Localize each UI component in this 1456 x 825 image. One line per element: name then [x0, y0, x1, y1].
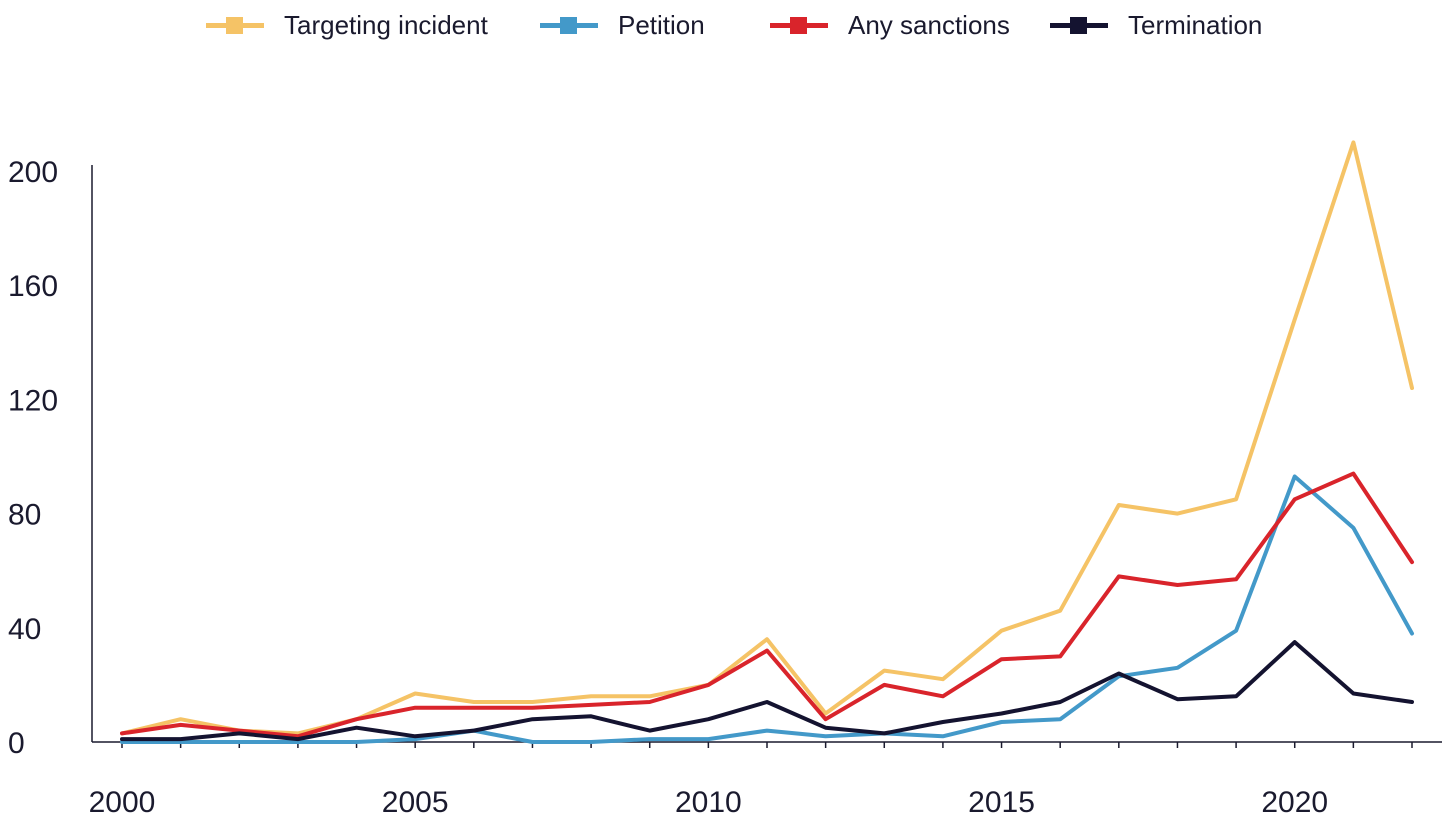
- x-tick-label: 2020: [1261, 786, 1328, 819]
- y-tick-label: 40: [8, 613, 41, 646]
- legend-label-termination: Termination: [1128, 9, 1263, 40]
- y-tick-label: 200: [8, 156, 58, 189]
- legend-item-targeting-incident: Targeting incident: [206, 8, 488, 42]
- legend-item-termination: Termination: [1050, 8, 1262, 42]
- x-tick-label: 2005: [382, 786, 449, 819]
- legend-item-petition: Petition: [540, 8, 705, 42]
- legend-swatch-termination: [1050, 8, 1108, 42]
- legend-swatch-petition: [540, 8, 598, 42]
- y-tick-label: 160: [8, 270, 58, 303]
- series-line-targeting-incident: [120, 140, 1414, 736]
- x-tick-label: 2010: [675, 786, 742, 819]
- y-tick-label: 80: [8, 499, 41, 532]
- chart-axes: [91, 165, 1442, 748]
- series-line-termination: [120, 640, 1414, 742]
- legend-label-petition: Petition: [618, 9, 705, 40]
- legend-label-targeting-incident: Targeting incident: [284, 9, 488, 40]
- y-tick-label: 120: [8, 384, 58, 417]
- series-line-any-sanctions: [120, 471, 1414, 739]
- legend-swatch-targeting-incident: [206, 8, 264, 42]
- series-line-petition: [120, 474, 1414, 744]
- series-lines: [120, 140, 1414, 744]
- legend-label-any-sanctions: Any sanctions: [848, 9, 1010, 40]
- y-tick-label: 0: [8, 727, 25, 760]
- legend-item-any-sanctions: Any sanctions: [770, 8, 1010, 42]
- x-tick-label: 2000: [89, 786, 156, 819]
- tick-labels: 0 40 80 120 160 200 2000 2005 2010 2015 2020: [8, 156, 1328, 819]
- legend-swatch-any-sanctions: [770, 8, 828, 42]
- chart-legend: Targeting incident Petition Any sanction…: [0, 0, 1456, 52]
- x-tick-label: 2015: [968, 786, 1035, 819]
